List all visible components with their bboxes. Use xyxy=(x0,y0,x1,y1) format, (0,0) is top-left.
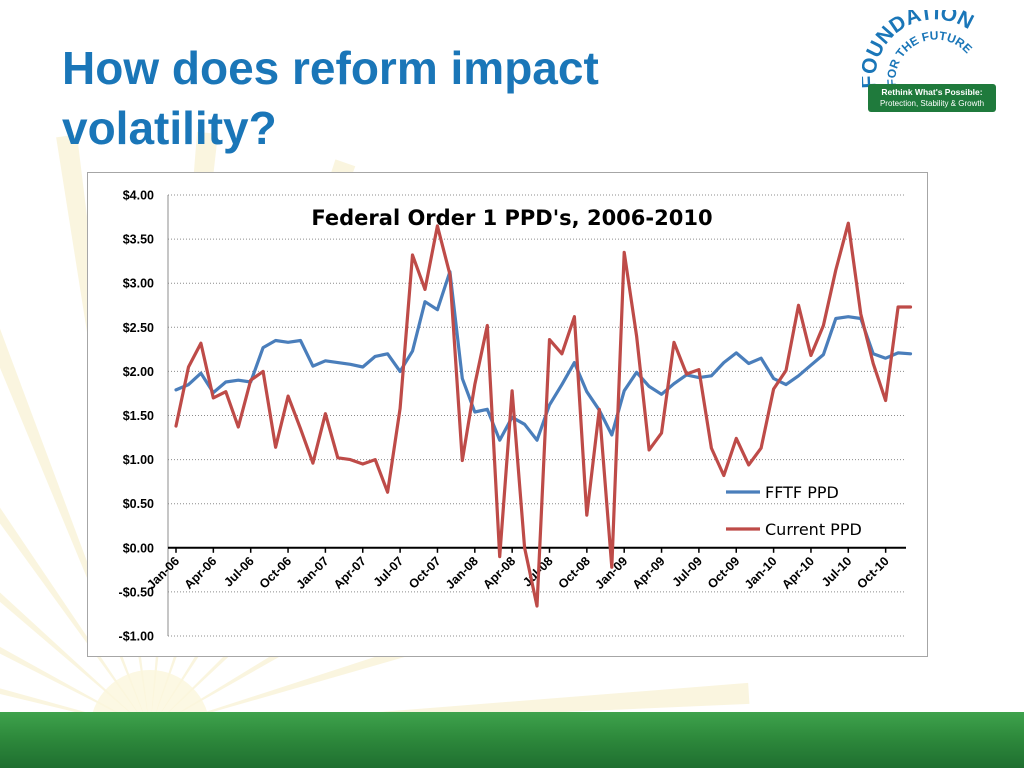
x-tick-label: Oct-09 xyxy=(705,554,742,591)
y-tick-label: $3.00 xyxy=(123,277,154,291)
footer-band xyxy=(0,712,1024,768)
x-tick-label: Oct-10 xyxy=(854,554,891,591)
x-tick-label: Jan-10 xyxy=(742,554,780,592)
series-line-current-ppd xyxy=(174,221,913,608)
x-tick-label: Jul-07 xyxy=(371,554,406,589)
x-tick-label: Jan-06 xyxy=(144,554,182,592)
y-tick-label: $3.50 xyxy=(123,233,154,247)
y-tick-label: $2.00 xyxy=(123,365,154,379)
foundation-logo: FOUNDATION FOR THE FUTURE xyxy=(862,10,977,89)
y-tick-label: -$0.50 xyxy=(119,585,154,599)
x-tick-label: Apr-09 xyxy=(630,554,668,592)
x-tick-label: Apr-06 xyxy=(182,554,220,592)
tagline-line-2: Protection, Stability & Growth xyxy=(879,99,985,108)
x-tick-label: Jul-06 xyxy=(221,554,256,589)
x-tick-label: Oct-08 xyxy=(556,554,593,591)
title-line-1: How does reform impact xyxy=(62,42,599,94)
x-tick-label: Jan-07 xyxy=(294,554,332,592)
chart-title: Federal Order 1 PPD's, 2006-2010 xyxy=(311,206,712,230)
chart-frame: $4.00 $3.50 $3.00 $2.50 $2.00 $1.50 $1.00 $0.50… xyxy=(87,172,928,657)
title-line-2: volatility? xyxy=(62,102,277,154)
x-tick-label: Apr-07 xyxy=(331,554,369,592)
y-tick-label: $0.00 xyxy=(123,541,154,555)
x-tick-label: Apr-10 xyxy=(779,554,817,592)
y-tick-label: $1.50 xyxy=(123,409,154,423)
x-tick-label: Apr-08 xyxy=(480,554,518,592)
x-tick-label: Jul-09 xyxy=(670,554,705,589)
y-tick-label: $1.00 xyxy=(123,453,154,467)
x-tick-label: Oct-07 xyxy=(406,554,443,591)
x-tick-label: Jan-08 xyxy=(443,554,481,592)
y-tick-label: $0.50 xyxy=(123,497,154,511)
logo-tagline: Rethink What's Possible: Protection, Sta… xyxy=(868,84,996,112)
tagline-line-1: Rethink What's Possible: xyxy=(881,87,983,97)
page-title: How does reform impact volatility? xyxy=(62,38,742,158)
line-chart: $4.00 $3.50 $3.00 $2.50 $2.00 $1.50 $1.00 $0.50… xyxy=(119,189,913,644)
legend-label: Current PPD xyxy=(765,520,862,539)
y-tick-label: $4.00 xyxy=(123,189,154,203)
legend-label: FFTF PPD xyxy=(765,483,839,502)
y-tick-label: $2.50 xyxy=(123,321,154,335)
y-tick-label: -$1.00 xyxy=(119,630,154,644)
series-line-fftf-ppd xyxy=(174,270,913,442)
x-tick-label: Jul-10 xyxy=(819,554,854,589)
x-tick-label: Oct-06 xyxy=(257,554,294,591)
